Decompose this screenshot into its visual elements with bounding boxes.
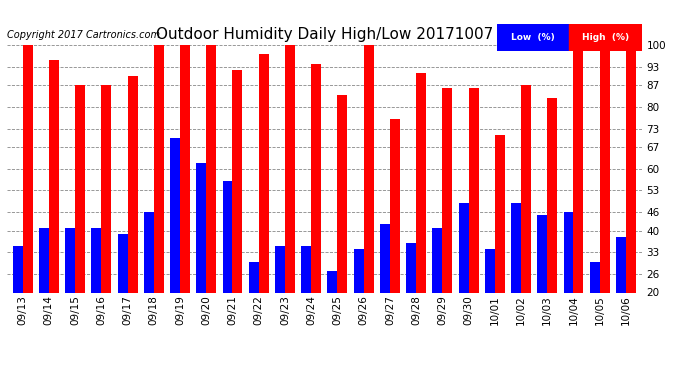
Bar [442, 88, 453, 292]
Bar [564, 212, 573, 292]
Bar [206, 45, 216, 292]
Bar [39, 228, 49, 292]
Bar [337, 94, 347, 292]
Bar [459, 203, 469, 292]
Bar [249, 262, 259, 292]
Bar [590, 262, 600, 292]
Bar [259, 54, 268, 292]
Bar [275, 246, 285, 292]
Bar [311, 63, 321, 292]
Bar [328, 271, 337, 292]
Bar [538, 215, 547, 292]
Text: Low  (%): Low (%) [511, 33, 555, 42]
Bar [23, 45, 32, 292]
Bar [521, 85, 531, 292]
Bar [626, 45, 636, 292]
Bar [12, 246, 23, 292]
Bar [302, 246, 311, 292]
Bar [616, 237, 626, 292]
Bar [511, 203, 521, 292]
Bar [117, 234, 128, 292]
Bar [485, 249, 495, 292]
Bar [75, 85, 85, 292]
Text: High  (%): High (%) [582, 33, 629, 42]
Bar [49, 60, 59, 292]
Text: Copyright 2017 Cartronics.com: Copyright 2017 Cartronics.com [7, 30, 160, 40]
Bar [101, 85, 111, 292]
Bar [65, 228, 75, 292]
Bar [433, 228, 442, 292]
Bar [547, 98, 558, 292]
Bar [91, 228, 101, 292]
Bar [600, 45, 610, 292]
Title: Outdoor Humidity Daily High/Low 20171007: Outdoor Humidity Daily High/Low 20171007 [156, 27, 493, 42]
Bar [364, 45, 373, 292]
Bar [354, 249, 364, 292]
Bar [285, 45, 295, 292]
Bar [380, 224, 390, 292]
Bar [170, 138, 180, 292]
Bar [128, 76, 137, 292]
Bar [416, 73, 426, 292]
Bar [154, 45, 164, 292]
Bar [222, 181, 233, 292]
Bar [390, 119, 400, 292]
Bar [573, 45, 584, 292]
Bar [233, 70, 242, 292]
Bar [495, 135, 505, 292]
Bar [406, 243, 416, 292]
Bar [497, 24, 569, 51]
Bar [180, 45, 190, 292]
Bar [469, 88, 479, 292]
Bar [144, 212, 154, 292]
Bar [196, 163, 206, 292]
Bar [569, 24, 642, 51]
